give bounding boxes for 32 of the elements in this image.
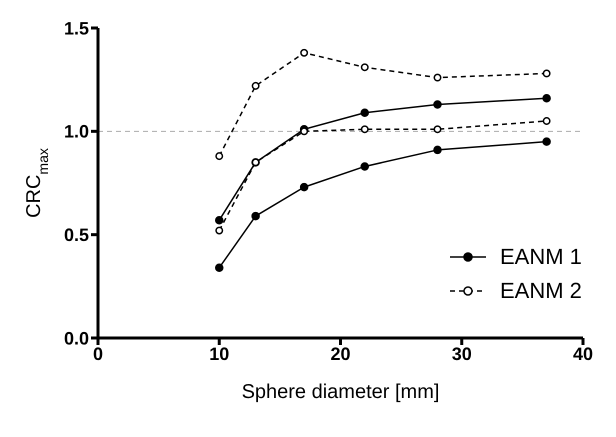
point [433, 146, 442, 154]
point [215, 226, 224, 234]
point [360, 125, 369, 134]
y-tick-label: 0.0 [64, 328, 89, 348]
x-tick-label: 40 [572, 344, 594, 364]
y-tick-label: 0.5 [64, 225, 89, 246]
point [360, 162, 369, 171]
point [215, 263, 224, 272]
point [251, 212, 260, 220]
point [215, 152, 224, 160]
point [300, 182, 308, 192]
point [215, 216, 224, 224]
y-tick-label: 1.5 [64, 18, 89, 38]
point [433, 100, 442, 109]
point [434, 125, 442, 134]
legend-label: EANM 1 [500, 244, 582, 270]
y-tick-label: 1.0 [64, 122, 89, 142]
x-tick-label: 30 [452, 344, 472, 364]
x-tick-label: 10 [209, 344, 230, 364]
x-tick-label: 20 [330, 344, 351, 364]
x-axis-title: Sphere diameter [mm] [242, 381, 440, 403]
x-tick-label: 0 [92, 344, 104, 364]
point [360, 63, 369, 72]
point [542, 137, 551, 146]
point [434, 74, 442, 82]
point [542, 70, 551, 78]
point [300, 48, 308, 57]
legend-label: EANM 2 [500, 278, 582, 304]
point [542, 117, 551, 125]
point [360, 108, 369, 117]
point [542, 94, 551, 103]
point [252, 82, 260, 90]
